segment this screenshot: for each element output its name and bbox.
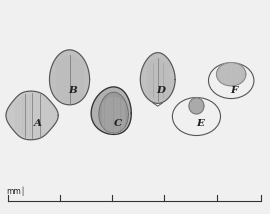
Text: E: E — [197, 119, 204, 128]
Text: F: F — [230, 86, 238, 95]
Text: B: B — [68, 86, 77, 95]
Text: C: C — [113, 119, 122, 128]
Polygon shape — [99, 92, 128, 133]
Polygon shape — [91, 87, 131, 134]
Text: A: A — [33, 119, 42, 128]
Polygon shape — [140, 53, 175, 103]
Text: D: D — [156, 86, 165, 95]
Polygon shape — [6, 91, 58, 140]
Polygon shape — [49, 50, 90, 105]
Polygon shape — [217, 63, 246, 86]
Text: mm│: mm│ — [7, 187, 26, 196]
Polygon shape — [189, 98, 204, 114]
